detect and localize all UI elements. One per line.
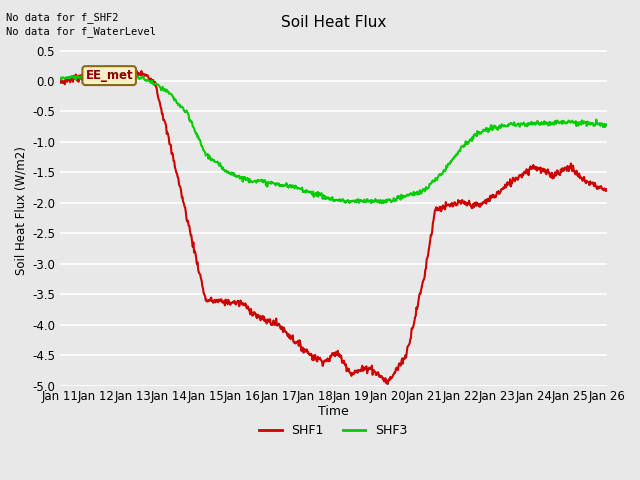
- SHF1: [384, 381, 392, 387]
- SHF3: [90, 69, 97, 75]
- Line: SHF1: SHF1: [60, 67, 607, 384]
- SHF1: [406, 341, 413, 347]
- SHF3: [472, 132, 480, 137]
- SHF3: [406, 191, 413, 197]
- Y-axis label: Soil Heat Flux (W/m2): Soil Heat Flux (W/m2): [15, 146, 28, 275]
- Text: No data for f_WaterLevel: No data for f_WaterLevel: [6, 26, 156, 37]
- SHF3: [603, 121, 611, 127]
- SHF1: [389, 372, 397, 378]
- SHF1: [374, 370, 382, 375]
- Line: SHF3: SHF3: [60, 72, 607, 203]
- X-axis label: Time: Time: [318, 405, 349, 418]
- SHF3: [528, 121, 536, 127]
- SHF1: [603, 186, 611, 192]
- SHF3: [97, 69, 105, 74]
- SHF1: [528, 166, 536, 171]
- SHF1: [90, 72, 97, 77]
- Text: EE_met: EE_met: [85, 69, 133, 82]
- SHF3: [378, 200, 385, 206]
- SHF3: [374, 198, 382, 204]
- SHF3: [389, 197, 397, 203]
- SHF1: [99, 64, 107, 70]
- SHF1: [56, 76, 64, 82]
- Text: No data for f_SHF2: No data for f_SHF2: [6, 12, 119, 23]
- SHF1: [472, 203, 480, 209]
- SHF3: [56, 75, 64, 81]
- Legend: SHF1, SHF3: SHF1, SHF3: [254, 420, 413, 442]
- Title: Soil Heat Flux: Soil Heat Flux: [280, 15, 386, 30]
